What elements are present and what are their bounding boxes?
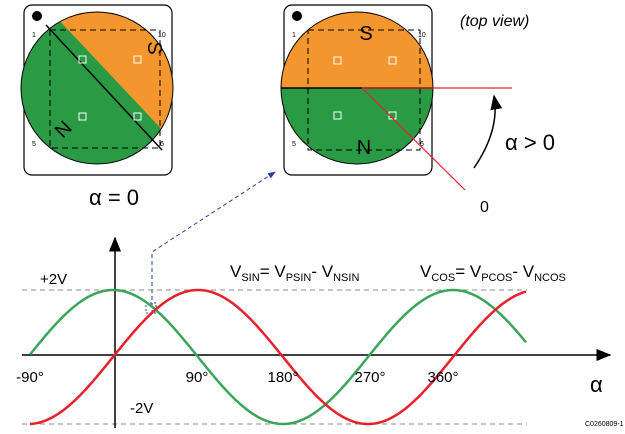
pin-label: 1 <box>292 32 296 39</box>
cos-formula: VCOS= VPCOS- VNCOS <box>420 262 566 284</box>
formula-sub: NCOS <box>534 272 566 284</box>
x-tick-label: 360° <box>427 369 458 386</box>
south-label: S <box>143 41 165 54</box>
formula-part: = V <box>260 262 287 281</box>
zero-label: 0 <box>480 199 489 216</box>
formula-part: = V <box>455 262 482 281</box>
pin-label: 10 <box>158 32 166 39</box>
pin-label: 5 <box>292 141 296 148</box>
formula-part: V <box>230 262 242 281</box>
code: C0260809-1 <box>585 421 624 428</box>
pin-label: 10 <box>418 32 426 39</box>
north-label: N <box>357 137 371 159</box>
sin-curve <box>29 288 527 426</box>
view-label: (top view) <box>460 13 529 30</box>
x-axis-label: α <box>590 372 603 397</box>
formula-sub: SIN <box>241 272 259 284</box>
right-chip: S N 1 5 10 6 (top view) α > 0 0 <box>280 4 555 216</box>
y-label: +2V <box>40 271 67 288</box>
pin-label: 5 <box>32 141 36 148</box>
x-tick-label: -90° <box>16 369 44 386</box>
cos-curve <box>29 288 527 426</box>
pin-label: 6 <box>420 141 424 148</box>
x-tick-label: 180° <box>267 369 298 386</box>
formula-part: - V <box>512 262 534 281</box>
x-tick-label: 270° <box>354 369 385 386</box>
formula-part: - V <box>311 262 333 281</box>
left-chip: S N 1 5 10 6 α = 0 <box>20 4 174 210</box>
formula-sub: COS <box>431 272 455 284</box>
angle-label: α > 0 <box>505 130 555 155</box>
formula-sub: PSIN <box>286 272 312 284</box>
pin-label: 6 <box>160 141 164 148</box>
y-label: -2V <box>130 400 153 417</box>
formula-sub: NSIN <box>333 272 359 284</box>
south-label: S <box>359 23 372 45</box>
pin-label: 1 <box>32 32 36 39</box>
formula-sub: PCOS <box>481 272 512 284</box>
sin-formula: VSIN= VPSIN- VNSIN <box>230 262 359 284</box>
formula-part: V <box>420 262 432 281</box>
graph: +2V -2V α C0260809-1 VSIN= VPSIN- VNSIN … <box>16 236 624 428</box>
x-tick-label: 90° <box>186 369 209 386</box>
caption: α = 0 <box>89 185 139 210</box>
